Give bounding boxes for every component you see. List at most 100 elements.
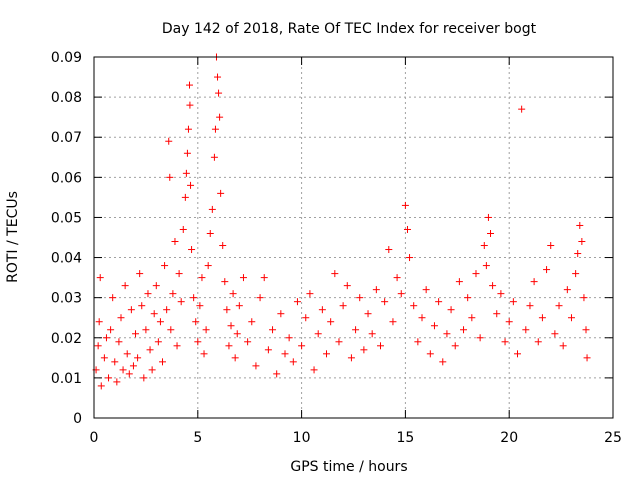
data-point: [204, 262, 212, 270]
data-point: [273, 370, 281, 378]
data-point: [146, 346, 154, 354]
data-point: [102, 334, 110, 342]
data-point: [563, 286, 571, 294]
data-point: [310, 366, 318, 374]
data-point: [335, 338, 343, 346]
data-point: [123, 350, 131, 358]
data-point: [215, 89, 223, 97]
data-point: [95, 318, 103, 326]
data-point: [129, 362, 137, 370]
data-point: [576, 221, 584, 229]
data-point: [115, 338, 123, 346]
data-point: [260, 274, 268, 282]
data-point: [514, 350, 522, 358]
data-point: [183, 149, 191, 157]
data-point: [194, 338, 202, 346]
data-point: [185, 81, 193, 89]
data-point: [385, 246, 393, 254]
data-point: [368, 330, 376, 338]
data-point: [538, 314, 546, 322]
data-point: [352, 326, 360, 334]
data-point: [187, 181, 195, 189]
data-point: [211, 125, 219, 133]
data-point: [117, 314, 125, 322]
x-tick-label: 0: [90, 430, 99, 446]
data-point: [109, 294, 117, 302]
data-point: [97, 382, 105, 390]
data-point: [150, 310, 158, 318]
x-tick-label: 10: [293, 430, 311, 446]
data-point: [522, 326, 530, 334]
axis-ticks: 0 0.01 0.02 0.03 0.04 0.05 0.06 0.07 0.08 0.09 0 5 1…: [51, 50, 622, 446]
data-point: [100, 354, 108, 362]
data-point: [293, 298, 301, 306]
data-point: [501, 338, 509, 346]
data-point: [518, 105, 526, 113]
data-point: [94, 342, 102, 350]
data-point: [356, 294, 364, 302]
data-point: [364, 310, 372, 318]
data-point: [113, 378, 121, 386]
data-point: [221, 278, 229, 286]
data-point: [229, 290, 237, 298]
data-point: [443, 330, 451, 338]
data-point: [574, 250, 582, 258]
y-tick-label: 0.08: [51, 90, 82, 106]
data-point: [252, 362, 260, 370]
data-point: [121, 282, 129, 290]
data-point: [482, 262, 490, 270]
data-point: [105, 374, 113, 382]
data-point: [159, 358, 167, 366]
data-point: [314, 330, 322, 338]
data-point: [460, 326, 468, 334]
data-point: [547, 242, 555, 250]
data-point: [530, 278, 538, 286]
data-point: [125, 370, 133, 378]
data-point: [161, 262, 169, 270]
data-point: [169, 290, 177, 298]
data-point: [318, 306, 326, 314]
data-point: [505, 318, 513, 326]
data-point: [578, 238, 586, 246]
y-tick-label: 0.02: [51, 331, 82, 347]
data-point: [165, 137, 173, 145]
data-point: [256, 294, 264, 302]
data-point: [214, 73, 222, 81]
data-point: [140, 374, 148, 382]
data-point: [393, 274, 401, 282]
data-point: [202, 326, 210, 334]
data-point: [484, 213, 492, 221]
x-tick-label: 5: [193, 430, 202, 446]
y-tick-label: 0.09: [51, 50, 82, 66]
x-tick-label: 15: [396, 430, 414, 446]
data-point: [208, 205, 216, 213]
data-point: [138, 302, 146, 310]
data-point: [347, 354, 355, 362]
data-point: [119, 366, 127, 374]
y-tick-label: 0.06: [51, 170, 82, 186]
data-point: [559, 342, 567, 350]
data-point: [225, 342, 233, 350]
data-point: [182, 169, 190, 177]
data-point: [551, 330, 559, 338]
data-point: [331, 270, 339, 278]
data-point: [190, 294, 198, 302]
data-point: [572, 270, 580, 278]
data-point: [406, 254, 414, 262]
data-point: [343, 282, 351, 290]
data-point: [235, 302, 243, 310]
data-point: [414, 338, 422, 346]
data-point: [534, 338, 542, 346]
data-point: [285, 334, 293, 342]
data-point: [277, 310, 285, 318]
data-point: [489, 282, 497, 290]
plot-frame: [93, 56, 614, 419]
data-point: [306, 290, 314, 298]
data-point: [439, 358, 447, 366]
data-point: [447, 306, 455, 314]
y-tick-label: 0.05: [51, 210, 82, 226]
data-point: [403, 225, 411, 233]
data-point: [163, 306, 171, 314]
data-point: [264, 346, 272, 354]
